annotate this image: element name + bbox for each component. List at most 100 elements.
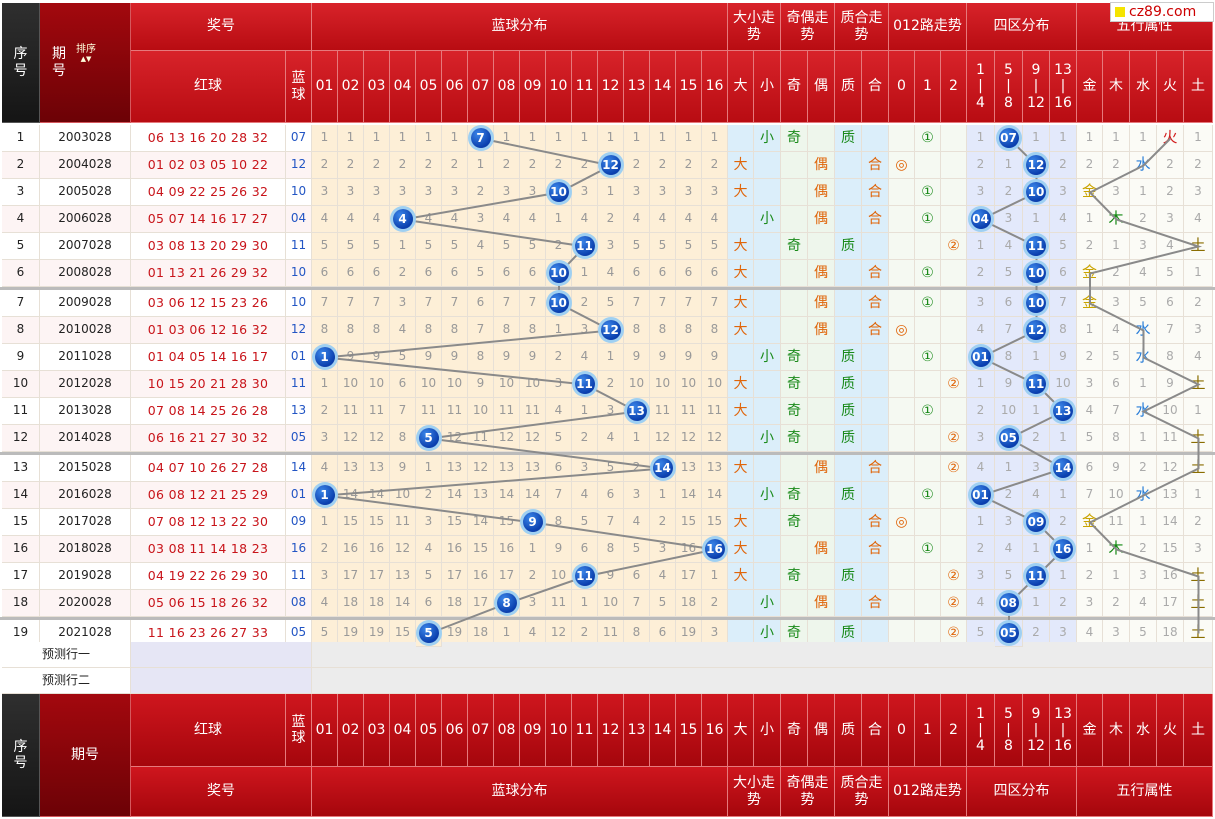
predict-award-cell[interactable] [131, 668, 312, 694]
row-blue-ball: 11 [286, 371, 312, 398]
pc-cell [835, 152, 862, 179]
dist-cell: 6 [468, 290, 494, 317]
header-zone-dist: 四区分布 [967, 767, 1077, 817]
oe-cell [781, 260, 808, 287]
elem-cell: 4 [1130, 260, 1157, 287]
dist-cell: 5 [494, 233, 520, 260]
row-red-balls: 04 07 10 26 27 28 [131, 455, 286, 482]
elem-cell: 16 [1157, 563, 1184, 590]
header-line: 4 [976, 738, 985, 755]
blue-ball-mark: 13 [626, 401, 647, 421]
header-line: 蓝 [291, 70, 306, 87]
dist-cell: 11 [416, 398, 442, 425]
header-dist-col-7: 08 [494, 51, 520, 123]
dist-cell: 12 [494, 425, 520, 452]
row-period: 2014028 [40, 425, 131, 452]
dist-cell: 13 [494, 455, 520, 482]
header-line: | [1033, 78, 1039, 95]
dist-cell: 9 [442, 344, 468, 371]
blue-ball-mark: 11 [574, 236, 595, 256]
row-seq: 18 [2, 590, 40, 617]
dist-cell: 2 [494, 152, 520, 179]
dist-cell: 4 [650, 563, 676, 590]
dist-cell: 6 [676, 260, 702, 287]
row-period: 2007028 [40, 233, 131, 260]
dist-cell: 1 [546, 125, 572, 152]
sort-button[interactable]: 排序 ▲▼ [76, 44, 96, 64]
sort-label: 排序 [76, 43, 96, 55]
predict-award-cell[interactable] [131, 642, 312, 668]
route-cell [941, 179, 967, 206]
predict-fill-cell[interactable] [312, 642, 1213, 668]
elem-cell: 2 [1184, 509, 1213, 536]
row-blue-ball: 12 [286, 152, 312, 179]
route-cell: ① [915, 125, 941, 152]
route-cell: ① [915, 398, 941, 425]
header-line: 大小走 [733, 775, 775, 792]
dist-cell: 5 [416, 563, 442, 590]
dist-cell: 1 [416, 125, 442, 152]
dist-cell: 4 [520, 206, 546, 233]
dist-cell: 13 [338, 455, 364, 482]
blue-ball-mark: 12 [600, 320, 621, 340]
zone-cell: 1 [1023, 398, 1050, 425]
predict-row-label[interactable]: 预测行二 [2, 668, 131, 694]
oe-cell: 偶 [808, 590, 835, 617]
header-line: 序 [13, 46, 28, 63]
predict-row-label[interactable]: 预测行一 [2, 642, 131, 668]
pc-cell [835, 536, 862, 563]
row-period: 2019028 [40, 563, 131, 590]
header-route-trend: 012路走势 [889, 3, 967, 51]
elem-cell: 7 [1077, 482, 1103, 509]
dist-cell: 7 [416, 290, 442, 317]
dist-cell: 18 [364, 590, 390, 617]
dist-cell: 1 [624, 125, 650, 152]
dist-cell: 1 [494, 125, 520, 152]
zone-ball-mark: 09 [1026, 512, 1046, 532]
row-red-balls: 04 19 22 26 29 30 [131, 563, 286, 590]
group-separator [0, 452, 1215, 455]
route-cell: ◎ [889, 317, 915, 344]
elem-cell: 5 [1077, 425, 1103, 452]
zone-cell: 3 [1050, 179, 1077, 206]
elem-hit-cell: 水 [1130, 152, 1157, 179]
header-line: 质合走 [840, 10, 883, 27]
header-zone-col-3: 13 | 16 [1050, 51, 1077, 123]
header-line: 16 [1054, 738, 1072, 755]
dist-cell: 2 [416, 482, 442, 509]
row-period: 2018028 [40, 536, 131, 563]
dist-cell: 4 [598, 425, 624, 452]
route-cell [941, 206, 967, 233]
header-blue-ball: 蓝球 [286, 51, 312, 123]
dist-cell: 3 [468, 206, 494, 233]
ds-cell: 大 [728, 563, 754, 590]
row-blue-ball: 08 [286, 590, 312, 617]
elem-cell: 3 [1184, 536, 1213, 563]
header-dist-col-7: 08 [494, 694, 520, 767]
header-period[interactable]: 期号排序 ▲▼ [40, 3, 131, 123]
elem-hit-cell: 金 [1077, 260, 1103, 287]
elem-hit-cell: 金 [1077, 290, 1103, 317]
elem-hit-cell: 土 [1184, 590, 1213, 617]
header-dist-col-6: 07 [468, 694, 494, 767]
oe-cell: 偶 [808, 179, 835, 206]
row-red-balls: 01 13 21 26 29 32 [131, 260, 286, 287]
elem-cell: 2 [1077, 563, 1103, 590]
predict-fill-cell[interactable] [312, 668, 1213, 694]
blue-ball-mark: 5 [418, 428, 439, 448]
pc-cell [862, 398, 889, 425]
header-line: 势 [800, 26, 815, 43]
dist-cell: 16 [494, 536, 520, 563]
site-logo[interactable]: cz89.com [1110, 2, 1214, 22]
elem-cell: 1 [1103, 563, 1130, 590]
zone-cell: 3 [1023, 455, 1050, 482]
header-red-ball: 红球 [131, 51, 286, 123]
row-red-balls: 07 08 14 25 26 28 [131, 398, 286, 425]
header-elem-col-3: 火 [1157, 51, 1184, 123]
dist-cell: 3 [312, 425, 338, 452]
route-cell: ② [941, 590, 967, 617]
dist-cell: 6 [364, 260, 390, 287]
zone-ball-mark: 10 [1026, 182, 1046, 202]
header-award: 奖号 [131, 3, 312, 51]
dist-cell: 2 [442, 152, 468, 179]
